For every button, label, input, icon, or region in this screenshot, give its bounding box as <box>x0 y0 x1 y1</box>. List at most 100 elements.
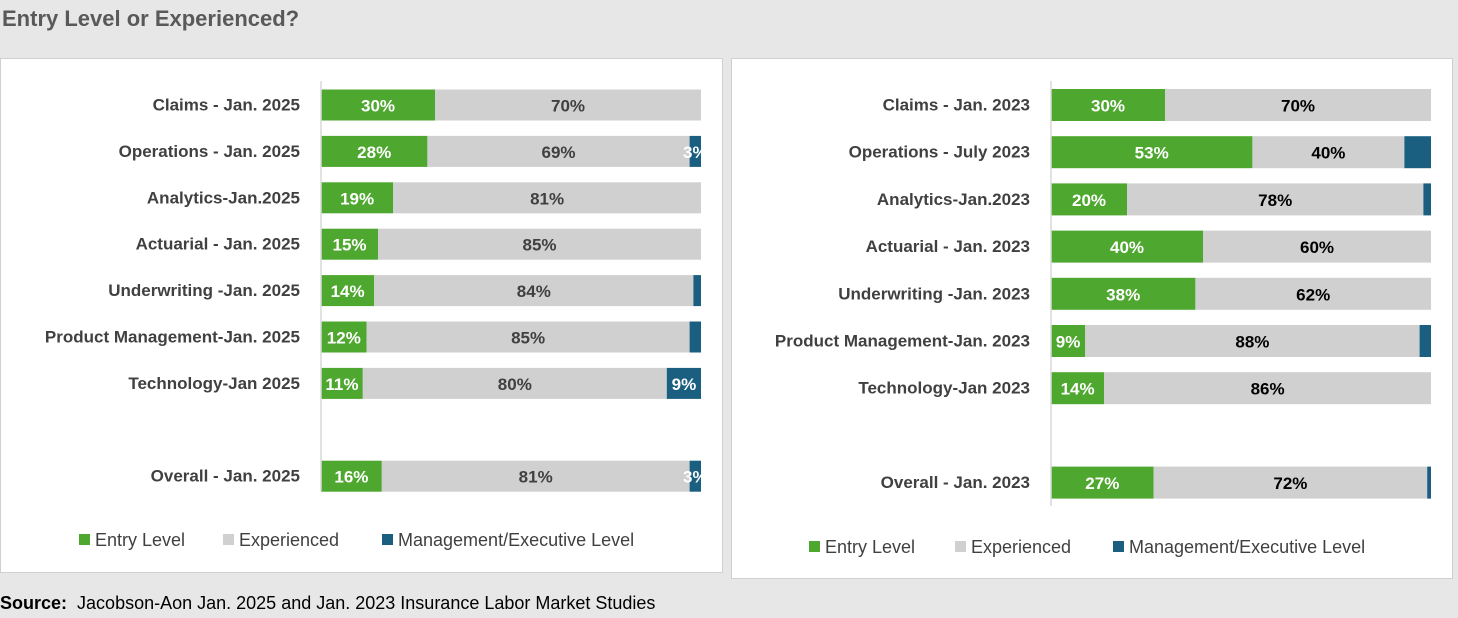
category-label: Actuarial - Jan. 2025 <box>136 235 300 254</box>
legend-swatch <box>382 534 393 545</box>
data-label: 81% <box>530 189 564 208</box>
bar-segment <box>321 321 367 353</box>
category-label: Product Management-Jan. 2025 <box>45 328 300 347</box>
bar-segment <box>666 367 701 399</box>
category-label: Claims - Jan. 2025 <box>153 96 300 115</box>
bar-segment <box>321 228 378 260</box>
legend-swatch <box>1113 541 1124 552</box>
bar-segment <box>381 460 690 492</box>
chart-panel: Claims - Jan. 2023 30% 70% Operations - Jul… <box>731 58 1453 579</box>
category-label: Operations - Jan. 2025 <box>119 142 300 161</box>
data-label: 80% <box>498 375 532 394</box>
data-label: 60% <box>1300 238 1334 257</box>
bar-segment <box>427 135 690 167</box>
data-label: 12% <box>327 329 361 348</box>
bar-segment <box>689 135 701 167</box>
data-label: 78% <box>1258 191 1292 210</box>
bar-segment <box>1051 136 1253 169</box>
bar-segment <box>374 275 694 307</box>
category-label: Analytics-Jan.2025 <box>147 188 300 207</box>
data-label: 3% <box>683 468 708 487</box>
data-label: 81% <box>519 468 553 487</box>
data-label: 16% <box>334 468 368 487</box>
legend-label: Entry Level <box>825 537 915 557</box>
legend-swatch <box>955 541 966 552</box>
bar-segment <box>362 367 667 399</box>
data-label: 38% <box>1106 285 1140 304</box>
data-label: 40% <box>1311 144 1345 163</box>
legend-label: Experienced <box>971 537 1071 557</box>
bar-segment <box>321 182 394 214</box>
data-label: 30% <box>1091 97 1125 116</box>
bar-segment <box>1051 89 1165 121</box>
category-label: Product Management-Jan. 2023 <box>775 332 1030 351</box>
data-label: 19% <box>340 189 374 208</box>
bar-segment <box>393 182 701 214</box>
category-label: Underwriting -Jan. 2023 <box>838 284 1030 303</box>
legend-label: Management/Executive Level <box>1129 537 1365 557</box>
data-label: 20% <box>1072 191 1106 210</box>
source-text: Jacobson-Aon Jan. 2025 and Jan. 2023 Ins… <box>77 593 656 613</box>
bar-segment <box>1051 230 1203 263</box>
category-label: Technology-Jan 2025 <box>128 374 300 393</box>
legend-swatch <box>223 534 234 545</box>
data-label: 9% <box>672 375 697 394</box>
bar-segment <box>1051 183 1127 216</box>
category-label: Overall - Jan. 2023 <box>881 473 1030 492</box>
bar-segment <box>1085 325 1420 357</box>
data-label: 15% <box>332 236 366 255</box>
legend-swatch <box>79 534 90 545</box>
legend-label: Entry Level <box>95 530 185 550</box>
data-label: 84% <box>517 282 551 301</box>
data-label: 3% <box>683 143 708 162</box>
data-label: 85% <box>511 329 545 348</box>
bar-segment <box>693 275 701 307</box>
legend-label: Experienced <box>239 530 339 550</box>
bar-segment <box>1104 372 1431 405</box>
bar-segment <box>1153 466 1428 499</box>
bar-segment <box>1051 372 1105 405</box>
data-label: 70% <box>1281 97 1315 116</box>
data-label: 69% <box>541 143 575 162</box>
chart: Claims - Jan. 2023 30% 70% Operations - Jul… <box>775 81 1431 557</box>
bar-segment <box>1051 325 1086 357</box>
bar-segment <box>321 275 375 307</box>
category-label: Operations - July 2023 <box>849 143 1030 162</box>
page-title: Entry Level or Experienced? <box>2 6 300 31</box>
bar-segment <box>1165 89 1431 121</box>
data-label: 14% <box>1061 380 1095 399</box>
bar-segment <box>1404 136 1431 169</box>
bar-segment <box>378 228 701 260</box>
source-note: Source: Jacobson-Aon Jan. 2025 and Jan. … <box>0 593 655 614</box>
bar-segment <box>1423 183 1431 216</box>
bar-segment <box>1051 277 1196 310</box>
bar-segment <box>366 321 690 353</box>
bar-segment <box>1252 136 1405 169</box>
data-label: 53% <box>1135 144 1169 163</box>
legend-label: Management/Executive Level <box>398 530 634 550</box>
data-label: 88% <box>1235 333 1269 352</box>
category-label: Overall - Jan. 2025 <box>151 467 300 486</box>
bar-segment <box>435 89 701 121</box>
category-label: Claims - Jan. 2023 <box>883 96 1030 115</box>
bar-segment <box>321 460 382 492</box>
category-label: Technology-Jan 2023 <box>858 379 1030 398</box>
bar-segment <box>321 89 435 121</box>
data-label: 11% <box>325 375 358 394</box>
bar-segment <box>689 321 701 353</box>
data-label: 27% <box>1085 474 1119 493</box>
legend-swatch <box>809 541 820 552</box>
category-label: Actuarial - Jan. 2023 <box>866 237 1030 256</box>
category-label: Underwriting -Jan. 2025 <box>108 281 300 300</box>
category-label: Analytics-Jan.2023 <box>877 190 1030 209</box>
data-label: 86% <box>1251 380 1285 399</box>
bar-segment <box>1419 325 1431 357</box>
source-label: Source: <box>0 593 68 613</box>
data-label: 85% <box>522 236 556 255</box>
data-label: 70% <box>551 97 585 116</box>
chart-panel: Claims - Jan. 2025 30% 70% Operations - Jan… <box>0 58 723 573</box>
bar-segment <box>1203 230 1431 263</box>
data-label: 9% <box>1056 333 1081 352</box>
data-label: 30% <box>361 97 395 116</box>
